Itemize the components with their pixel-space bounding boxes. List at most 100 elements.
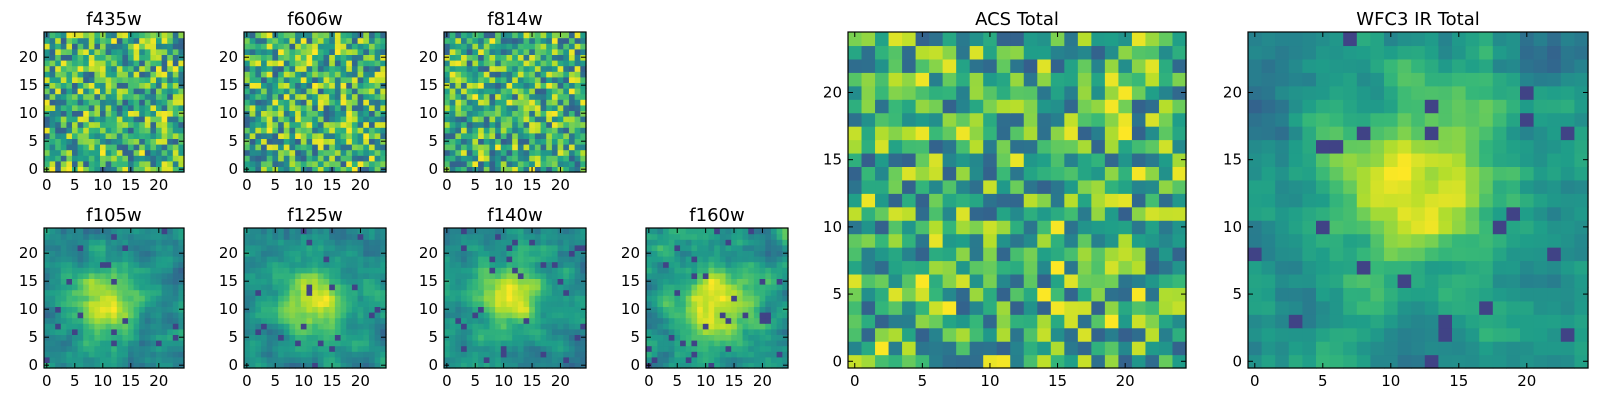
heatmap-cell <box>455 284 462 291</box>
heatmap-cell <box>472 306 479 313</box>
heatmap-cell <box>105 60 112 67</box>
heatmap-cell <box>529 306 536 313</box>
heatmap-cell <box>540 43 547 50</box>
heatmap-cell <box>500 99 508 106</box>
heatmap-cell <box>60 43 67 50</box>
y-tick-label: 10 <box>219 104 238 122</box>
heatmap-cell <box>150 166 157 173</box>
heatmap-cell <box>72 110 79 117</box>
heatmap-cell <box>455 261 462 268</box>
heatmap-cell <box>489 144 496 151</box>
heatmap-cell <box>551 149 559 156</box>
heatmap-cell <box>144 110 151 117</box>
heatmap-cell <box>295 149 302 156</box>
heatmap-cell <box>72 340 79 347</box>
heatmap-cell <box>380 317 387 324</box>
heatmap-cell <box>100 60 107 67</box>
heatmap-cell <box>517 43 525 50</box>
heatmap-cell <box>60 166 67 173</box>
heatmap-cell <box>574 121 581 128</box>
heatmap-cell <box>66 250 73 257</box>
heatmap-cell <box>66 351 73 358</box>
heatmap-cell <box>94 351 101 358</box>
heatmap-cell <box>249 48 256 55</box>
heatmap-cell <box>708 362 715 369</box>
heatmap-cell <box>363 295 370 302</box>
heatmap-cell <box>1037 179 1052 194</box>
heatmap-cell <box>1091 220 1106 235</box>
heatmap-cell <box>489 99 496 106</box>
heatmap-cell <box>156 289 163 296</box>
x-tick-label: 20 <box>753 372 772 390</box>
heatmap-cell <box>105 261 112 268</box>
heatmap-cell <box>929 152 944 167</box>
heatmap-cell <box>300 317 308 324</box>
heatmap-cell <box>466 138 473 145</box>
heatmap-cell <box>489 351 496 358</box>
heatmap-cell <box>646 340 653 347</box>
heatmap-cell <box>668 250 675 257</box>
heatmap-cell <box>1131 287 1147 302</box>
heatmap-cell <box>663 284 670 291</box>
heatmap-cell <box>380 99 387 106</box>
heatmap-cell <box>172 312 179 319</box>
heatmap-cell <box>55 300 62 307</box>
heatmap-cell <box>133 284 140 291</box>
heatmap-cell <box>714 323 721 330</box>
heatmap-cell <box>563 295 570 302</box>
heatmap-cell <box>1050 206 1065 221</box>
heatmap-cell <box>357 233 364 240</box>
heatmap-cell <box>776 312 783 319</box>
heatmap-cell <box>685 233 693 240</box>
heatmap-cell <box>708 300 715 307</box>
heatmap-cell <box>172 144 179 151</box>
heatmap-cell <box>523 278 530 285</box>
heatmap-cell <box>708 256 715 263</box>
heatmap-cell <box>500 300 508 307</box>
heatmap-cell <box>714 278 721 285</box>
heatmap-cell <box>506 144 513 151</box>
heatmap-cell <box>317 323 325 330</box>
heatmap-cell <box>449 32 456 39</box>
heatmap-cell <box>697 345 704 352</box>
heatmap-cell <box>49 323 56 330</box>
heatmap-cell <box>444 116 451 123</box>
heatmap-cell <box>289 121 296 128</box>
heatmap-cell <box>150 132 157 139</box>
heatmap-cell <box>312 48 319 55</box>
heatmap-cell <box>351 362 359 369</box>
heatmap-cell <box>368 317 376 324</box>
heatmap-cell <box>94 76 101 83</box>
heatmap-cell <box>996 179 1011 194</box>
heatmap-cell <box>1131 166 1147 181</box>
heatmap-cell <box>249 289 256 296</box>
heatmap-cell <box>312 138 319 145</box>
heatmap-cell <box>902 206 917 221</box>
heatmap-cell <box>765 317 772 324</box>
heatmap-cell <box>255 127 262 134</box>
heatmap-cell <box>702 334 710 341</box>
heatmap-cell <box>105 356 112 363</box>
heatmap-cell <box>306 76 313 83</box>
heatmap-cell <box>122 272 129 279</box>
heatmap-cell <box>731 300 738 307</box>
heatmap-cell <box>668 289 675 296</box>
heatmap-cell <box>44 351 51 358</box>
heatmap-cell <box>506 284 513 291</box>
heatmap-cell <box>357 76 364 83</box>
heatmap-cell <box>363 261 370 268</box>
heatmap-cell <box>861 287 876 302</box>
heatmap-cell <box>44 284 51 291</box>
y-tick-label: 10 <box>19 104 38 122</box>
heatmap-cell <box>563 71 570 78</box>
heatmap-cell <box>512 43 519 50</box>
heatmap-cell <box>697 239 704 246</box>
heatmap-cell <box>312 244 319 251</box>
heatmap-cell <box>122 127 129 134</box>
heatmap-cell <box>72 43 79 50</box>
heatmap-cell <box>105 289 112 296</box>
heatmap-cell <box>495 323 502 330</box>
heatmap-cell <box>323 261 330 268</box>
heatmap-cell <box>83 284 90 291</box>
heatmap-cell <box>351 261 359 268</box>
